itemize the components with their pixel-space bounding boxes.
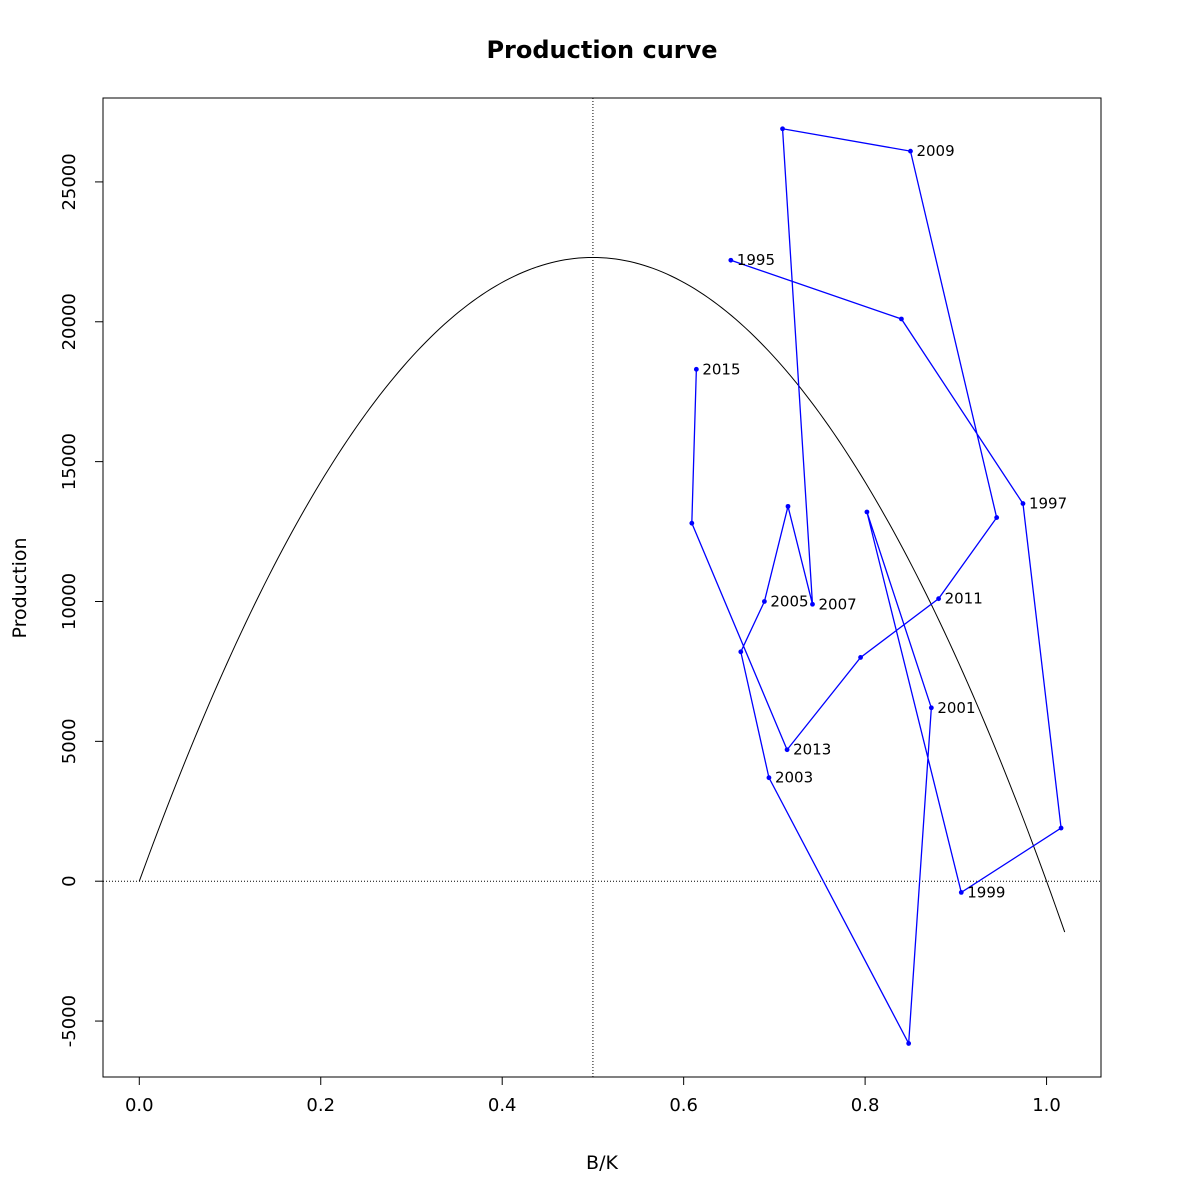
data-point-2011 [936, 596, 941, 602]
chart-title: Production curve [486, 36, 717, 64]
y-tick-label: 0 [59, 875, 80, 886]
y-tick-label: 5000 [59, 718, 80, 764]
x-tick-label: 1.0 [1032, 1095, 1061, 1116]
data-point-2006 [785, 503, 791, 509]
point-label-1995: 1995 [737, 251, 775, 269]
point-label-2005: 2005 [770, 592, 808, 610]
data-series: 1995 1997 1999 2001 2003 2005 2007 2009 2011 2013… [689, 126, 1067, 1046]
data-point-1995 [728, 257, 734, 263]
data-point-2007 [810, 601, 815, 607]
data-point-2001 [928, 705, 934, 711]
x-axis: 0.0 0.2 0.4 0.6 0.8 1.0 [125, 1076, 1061, 1116]
reference-lines [103, 98, 1101, 1077]
data-point-1996 [899, 316, 904, 322]
y-axis-label: Production [9, 537, 31, 638]
point-label-1999: 1999 [967, 883, 1005, 901]
x-tick-label: 0.4 [488, 1095, 517, 1116]
data-point-2014 [689, 520, 695, 526]
x-tick-label: 0.2 [306, 1095, 335, 1116]
data-point-2010 [994, 515, 1000, 520]
y-tick-label: -5000 [59, 995, 80, 1047]
plot-frame [102, 97, 1102, 1078]
point-label-2003: 2003 [775, 769, 813, 787]
x-axis-label: B/K [586, 1152, 618, 1174]
data-point-2009 [908, 148, 913, 154]
point-label-2011: 2011 [945, 590, 983, 608]
y-tick-label: 10000 [59, 573, 80, 630]
y-tick-label: 15000 [59, 433, 80, 490]
data-point-2013 [784, 747, 790, 753]
point-label-1997: 1997 [1029, 495, 1067, 513]
data-point-2004 [738, 649, 744, 655]
data-point-1999 [958, 889, 964, 895]
x-tick-label: 0.6 [669, 1095, 698, 1116]
data-point-2005 [762, 599, 767, 604]
data-point-2012 [858, 655, 863, 660]
data-point-2008 [780, 126, 785, 132]
y-tick-label: 20000 [59, 293, 80, 350]
point-label-2013: 2013 [793, 741, 831, 759]
point-label-2015: 2015 [702, 360, 740, 378]
data-point-2003 [766, 775, 772, 781]
data-point-2000 [864, 509, 870, 515]
point-label-2007: 2007 [818, 595, 856, 613]
y-axis: -5000 0 5000 10000 15000 20000 25000 [59, 153, 104, 1047]
data-point-1997 [1020, 501, 1026, 506]
point-label-2001: 2001 [937, 699, 975, 717]
x-tick-label: 0.8 [851, 1095, 880, 1116]
production-curve-line [138, 256, 1066, 933]
data-point-2015 [693, 366, 699, 372]
data-point-1998 [1058, 825, 1064, 831]
data-point-2002 [906, 1041, 912, 1046]
y-tick-label: 25000 [59, 153, 80, 210]
x-tick-label: 0.0 [125, 1095, 154, 1116]
point-label-2009: 2009 [916, 142, 954, 160]
